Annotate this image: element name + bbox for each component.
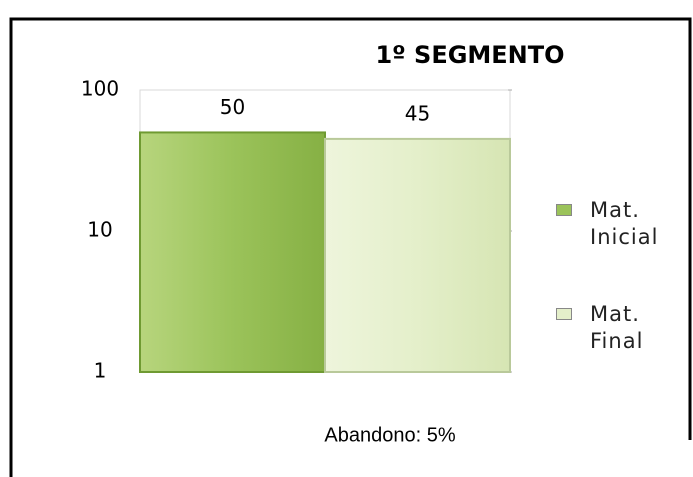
y-tick-label: 10 — [87, 218, 112, 242]
annotation: Abandono: 5% — [324, 424, 455, 446]
legend-entry: Mat. Final — [556, 301, 676, 355]
data-label: 45 — [405, 101, 430, 125]
y-tick-label: 100 — [81, 77, 119, 101]
bar — [139, 131, 326, 373]
legend-entry: Mat. Inicial — [556, 197, 676, 251]
legend-label: Mat. Final — [590, 302, 644, 353]
legend-swatch — [556, 204, 572, 216]
bar — [324, 137, 511, 373]
chart-title: 1º SEGMENTO — [375, 41, 564, 69]
frame — [9, 17, 692, 477]
legend-label: Mat. Inicial — [590, 198, 659, 249]
y-tick-label: 1 — [94, 359, 107, 383]
legend-swatch — [556, 308, 572, 320]
data-label: 50 — [220, 95, 245, 119]
